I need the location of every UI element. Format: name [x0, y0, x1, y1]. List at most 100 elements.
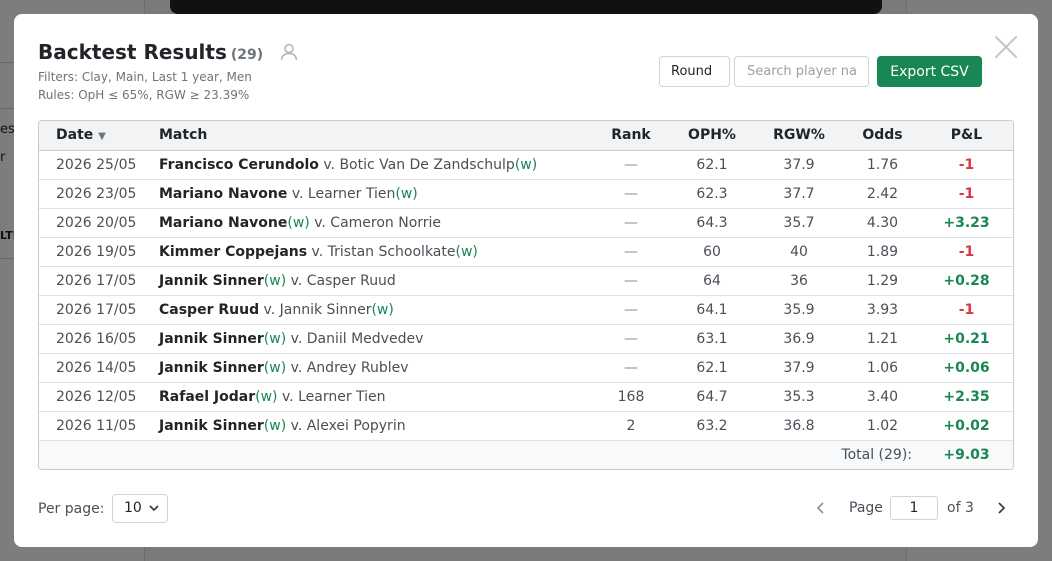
- player-two: Andrey Rublev: [306, 359, 409, 376]
- winner-mark: (w): [263, 359, 287, 376]
- winner-mark: (w): [255, 388, 278, 405]
- search-player-input[interactable]: [734, 56, 869, 87]
- winner-mark: (w): [263, 272, 287, 289]
- user-icon: [280, 43, 298, 61]
- versus-label: v.: [311, 243, 324, 260]
- page-total: of 3: [947, 500, 974, 516]
- column-header-odds[interactable]: Odds: [845, 121, 920, 151]
- results-table: Date ▼ Match Rank OPH% RGW% Odds P&L 202…: [38, 120, 1014, 470]
- rules-text: Rules: OpH ≤ 65%, RGW ≥ 23.39%: [38, 88, 250, 102]
- cell-odds: 1.29: [845, 266, 920, 296]
- cell-pl: +3.23: [920, 208, 1013, 238]
- cell-pl: -1: [920, 237, 1013, 267]
- cell-pl: +2.35: [920, 382, 1013, 412]
- player-one: Casper Ruud: [159, 301, 260, 318]
- cell-rgw: 36.8: [753, 411, 845, 441]
- table-row[interactable]: 2026 19/05 Kimmer Coppejans v. Tristan Sc…: [39, 237, 1013, 267]
- chevron-right-icon[interactable]: [993, 499, 1009, 517]
- page-number-input[interactable]: [890, 496, 938, 520]
- cell-oph: 62.1: [671, 353, 753, 383]
- cell-match: Jannik Sinner(w) v. Andrey Rublev: [159, 353, 591, 383]
- player-one: Mariano Navone: [159, 214, 288, 231]
- export-csv-button[interactable]: Export CSV: [877, 56, 982, 87]
- cell-odds: 4.30: [845, 208, 920, 238]
- cell-date: 2026 17/05: [39, 295, 159, 325]
- versus-label: v.: [281, 388, 294, 405]
- versus-label: v.: [290, 359, 303, 376]
- cell-rgw: 36: [753, 266, 845, 296]
- cell-rgw: 40: [753, 237, 845, 267]
- winner-mark: (w): [514, 156, 538, 173]
- player-one: Jannik Sinner: [159, 272, 264, 289]
- column-header-pl[interactable]: P&L: [920, 121, 1013, 151]
- versus-label: v.: [290, 272, 303, 289]
- cell-match: Jannik Sinner(w) v. Casper Ruud: [159, 266, 591, 296]
- cell-match: Rafael Jodar(w) v. Learner Tien: [159, 382, 591, 412]
- player-two: Learner Tien: [298, 388, 386, 405]
- cell-date: 2026 19/05: [39, 237, 159, 267]
- winner-mark: (w): [455, 243, 478, 260]
- cell-oph: 64.1: [671, 295, 753, 325]
- cell-pl: +0.21: [920, 324, 1013, 354]
- cell-match: Francisco Cerundolo v. Botic Van De Zand…: [159, 150, 591, 180]
- cell-rgw: 37.7: [753, 179, 845, 209]
- cell-rank: —: [591, 353, 671, 383]
- player-two: Casper Ruud: [306, 272, 396, 289]
- winner-mark: (w): [263, 330, 287, 347]
- player-one: Jannik Sinner: [159, 417, 264, 434]
- page-label: Page: [849, 500, 883, 516]
- cell-rgw: 37.9: [753, 353, 845, 383]
- cell-oph: 62.1: [671, 150, 753, 180]
- cell-oph: 62.3: [671, 179, 753, 209]
- table-row[interactable]: 2026 17/05 Casper Ruud v. Jannik Sinner(w…: [39, 295, 1013, 325]
- player-one: Jannik Sinner: [159, 359, 264, 376]
- cell-pl: +0.06: [920, 353, 1013, 383]
- cell-date: 2026 23/05: [39, 179, 159, 209]
- cell-odds: 3.40: [845, 382, 920, 412]
- player-two: Alexei Popyrin: [306, 417, 406, 434]
- cell-odds: 2.42: [845, 179, 920, 209]
- cell-pl: -1: [920, 179, 1013, 209]
- versus-label: v.: [314, 214, 326, 231]
- table-header-row: Date ▼ Match Rank OPH% RGW% Odds P&L: [39, 121, 1013, 151]
- table-row[interactable]: 2026 14/05 Jannik Sinner(w) v. Andrey Rub…: [39, 353, 1013, 383]
- versus-label: v.: [263, 301, 276, 318]
- table-row[interactable]: 2026 25/05 Francisco Cerundolo v. Botic V…: [39, 150, 1013, 180]
- cell-date: 2026 20/05: [39, 208, 159, 238]
- table-row[interactable]: 2026 20/05 Mariano Navone(w) v. Cameron N…: [39, 208, 1013, 238]
- round-button[interactable]: Round: [659, 56, 730, 87]
- cell-match: Kimmer Coppejans v. Tristan Schoolkate(w…: [159, 237, 591, 267]
- cell-rgw: 35.9: [753, 295, 845, 325]
- table-row[interactable]: 2026 17/05 Jannik Sinner(w) v. Casper Ruu…: [39, 266, 1013, 296]
- table-row[interactable]: 2026 11/05 Jannik Sinner(w) v. Alexei Pop…: [39, 411, 1013, 441]
- total-label: Total (29):: [39, 440, 920, 469]
- cell-date: 2026 14/05: [39, 353, 159, 383]
- cell-pl: +0.28: [920, 266, 1013, 296]
- column-header-oph[interactable]: OPH%: [671, 121, 753, 151]
- versus-label: v.: [290, 417, 303, 434]
- cell-rank: 168: [591, 382, 671, 412]
- chevron-left-icon[interactable]: [813, 499, 829, 517]
- column-header-match[interactable]: Match: [159, 121, 591, 151]
- winner-mark: (w): [263, 417, 287, 434]
- player-two: Tristan Schoolkate: [327, 243, 456, 260]
- player-two: Learner Tien: [307, 185, 396, 202]
- column-header-rank[interactable]: Rank: [591, 121, 671, 151]
- player-one: Jannik Sinner: [159, 330, 264, 347]
- cell-rank: 2: [591, 411, 671, 441]
- column-header-date[interactable]: Date ▼: [39, 121, 159, 151]
- table-row[interactable]: 2026 23/05 Mariano Navone v. Learner Tien…: [39, 179, 1013, 209]
- table-row[interactable]: 2026 12/05 Rafael Jodar(w) v. Learner Tie…: [39, 382, 1013, 412]
- cell-rgw: 36.9: [753, 324, 845, 354]
- cell-pl: +0.02: [920, 411, 1013, 441]
- close-icon[interactable]: [993, 34, 1019, 60]
- cell-rank: —: [591, 295, 671, 325]
- player-one: Mariano Navone: [159, 185, 288, 202]
- per-page-select[interactable]: 10: [112, 494, 168, 523]
- column-header-rgw[interactable]: RGW%: [753, 121, 845, 151]
- player-two: Jannik Sinner: [279, 301, 372, 318]
- cell-oph: 64.3: [671, 208, 753, 238]
- cell-oph: 64.7: [671, 382, 753, 412]
- player-one: Kimmer Coppejans: [159, 243, 308, 260]
- table-row[interactable]: 2026 16/05 Jannik Sinner(w) v. Daniil Med…: [39, 324, 1013, 354]
